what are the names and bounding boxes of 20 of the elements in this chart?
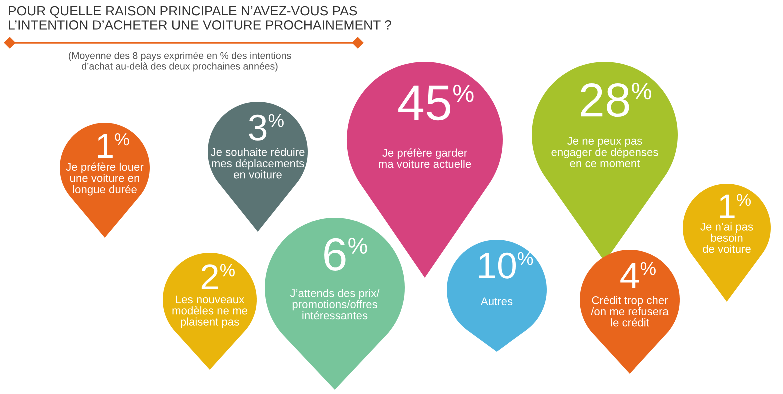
category-label: Crédit trop cher /on me refusera le crédit bbox=[591, 296, 669, 327]
data-label: 6% bbox=[324, 238, 368, 271]
data-label: 1% bbox=[98, 134, 130, 158]
data-label: 2% bbox=[202, 264, 235, 290]
category-label: Je préfère garder ma voiture actuelle bbox=[379, 148, 472, 168]
category-label: Les nouveaux modèles ne me plaisent pas bbox=[172, 296, 248, 328]
category-label: Je ne peux pas engager de dépenses en ce moment bbox=[552, 137, 658, 168]
category-label: J’attends des prix/ promotions/offres intéressantes bbox=[290, 289, 380, 320]
text: POUR QUELLE RAISON PRINCIPALE N’AVEZ-VOUS PAS L’INTENTION D’ACHETER UNE VOITURE PROCHAINEMENT ? bbox=[9, 6, 392, 30]
category-label: Je n’ai pas besoin de voiture bbox=[700, 222, 754, 254]
data-label: 1% bbox=[720, 194, 752, 218]
data-label: 28% bbox=[581, 83, 652, 118]
data-label: 3% bbox=[249, 114, 284, 141]
category-label: Autres bbox=[480, 298, 513, 306]
category-label: Je préfère louer une voiture en longue durée bbox=[66, 162, 144, 196]
data-label: 4% bbox=[620, 262, 656, 289]
data-label: 10% bbox=[479, 252, 534, 279]
category-label: Je souhaite réduire mes déplacements en voiture bbox=[210, 148, 305, 179]
data-label: 45% bbox=[398, 84, 474, 121]
text: (Moyenne des 8 pays exprimée en % des intentions d’achat au-delà des deux prochaines années) bbox=[69, 52, 292, 72]
